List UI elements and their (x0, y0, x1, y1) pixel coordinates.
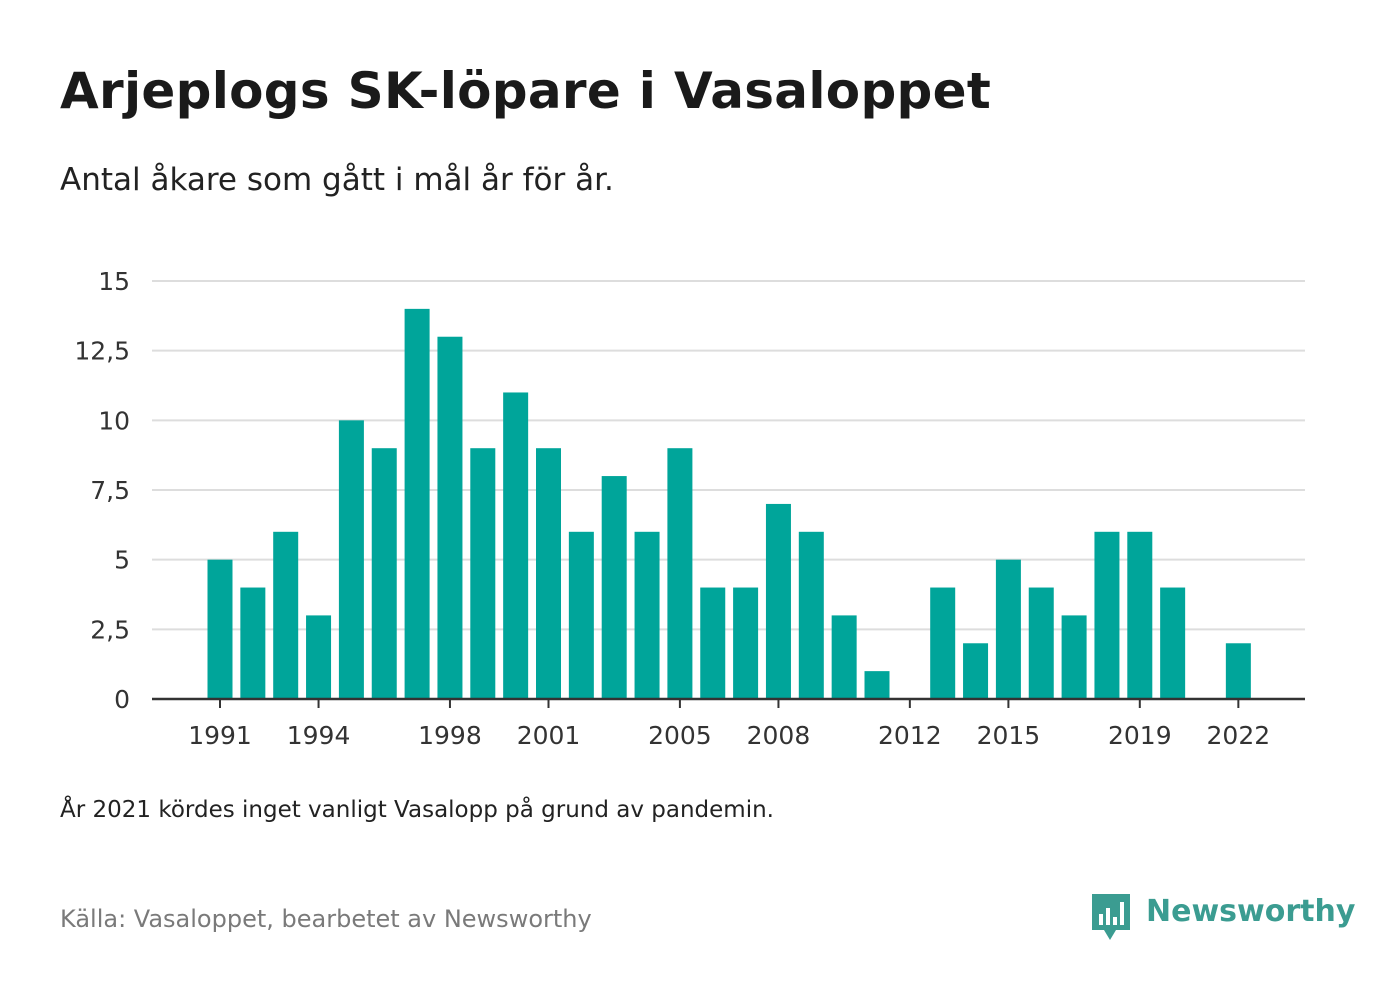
source-text: Källa: Vasaloppet, bearbetet av Newswort… (60, 905, 592, 933)
bar-2003 (601, 476, 627, 699)
newsworthy-logo-icon (1092, 894, 1130, 940)
bar-2016 (1028, 587, 1054, 699)
x-tick-label: 2001 (517, 721, 581, 750)
bar-2004 (634, 531, 660, 699)
bar-2018 (1094, 531, 1120, 699)
y-tick-label: 12,5 (74, 337, 130, 366)
bar-2000 (503, 392, 529, 699)
y-tick-label: 7,5 (90, 476, 130, 505)
x-axis-ticks: 1991 1994 1998 2001 2005 2008 2012 2015 2019 2022 (188, 699, 1270, 750)
y-axis-ticks: 0 2,5 5 7,5 10 12,5 15 (74, 267, 130, 714)
x-tick-label: 1991 (188, 721, 252, 750)
bar-1999 (470, 448, 496, 699)
y-tick-label: 2,5 (90, 615, 130, 644)
x-tick-label: 2005 (648, 721, 712, 750)
chart-title: Arjeplogs SK-löpare i Vasaloppet (60, 62, 992, 120)
bar-chart: 0 2,5 5 7,5 10 12,5 15 1991 1994 1998 2001 2005 200… (74, 267, 1305, 750)
bar-2010 (831, 615, 857, 699)
bar-2005 (667, 448, 693, 699)
bar-1993 (273, 531, 299, 699)
bar-1995 (338, 420, 364, 699)
y-tick-label: 5 (114, 546, 130, 575)
bar-2009 (798, 531, 824, 699)
bar-2008 (765, 503, 791, 699)
bar-1992 (240, 587, 266, 699)
bar-2019 (1127, 531, 1153, 699)
chart-subtitle: Antal åkare som gått i mål år för år. (60, 162, 614, 198)
bar-2001 (536, 448, 561, 699)
x-tick-label: 1998 (418, 721, 482, 750)
bar-2013 (930, 587, 956, 699)
bar-2015 (995, 559, 1021, 699)
bar-2014 (963, 643, 989, 699)
y-tick-label: 10 (98, 406, 130, 435)
bar-1994 (306, 615, 332, 699)
chart-note: År 2021 kördes inget vanligt Vasalopp på… (60, 797, 774, 823)
x-tick-label: 2022 (1207, 721, 1271, 750)
x-tick-label: 2019 (1108, 721, 1172, 750)
bar-1997 (404, 308, 430, 699)
bar-2020 (1160, 587, 1186, 699)
x-tick-label: 2008 (747, 721, 811, 750)
bar-2006 (700, 587, 726, 699)
x-tick-label: 1994 (287, 721, 351, 750)
y-tick-label: 15 (98, 267, 130, 296)
x-tick-label: 2012 (878, 721, 942, 750)
x-tick-label: 2015 (977, 721, 1041, 750)
bar-2017 (1061, 615, 1087, 699)
bar-2007 (733, 587, 759, 699)
bar-1998 (437, 336, 463, 699)
brand-name: Newsworthy (1146, 894, 1356, 929)
bar-1991 (207, 559, 233, 699)
brand-logo: Newsworthy (1090, 888, 1355, 948)
bars (207, 308, 1251, 699)
bar-2002 (568, 531, 594, 699)
bar-2022 (1225, 643, 1251, 699)
bar-2011 (864, 671, 890, 699)
y-tick-label: 0 (114, 685, 130, 714)
bar-1996 (371, 448, 397, 699)
